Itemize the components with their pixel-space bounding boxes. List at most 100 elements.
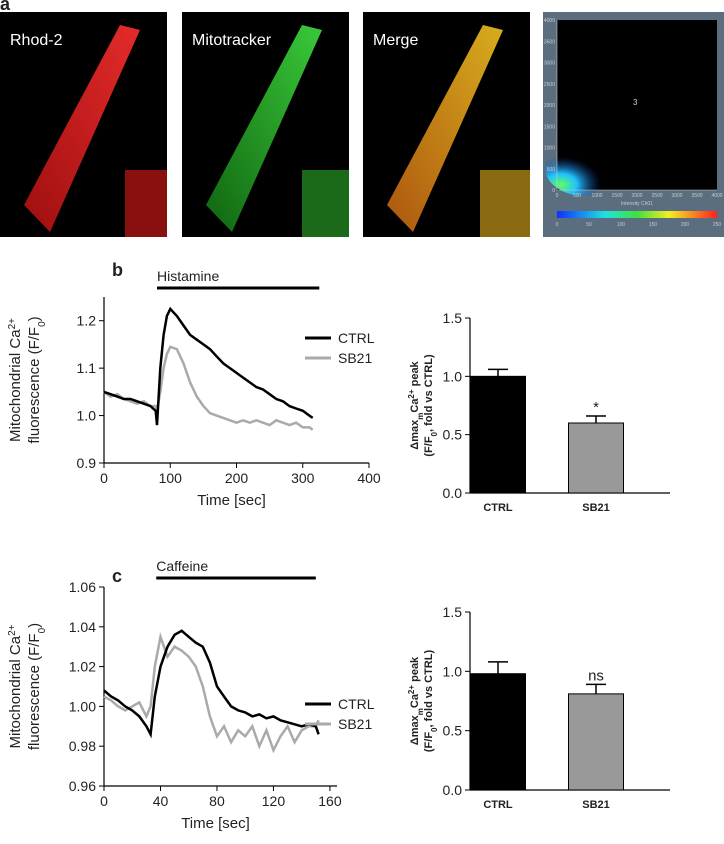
line-series — [103, 632, 320, 754]
annotation-label: Caffeine — [156, 558, 208, 574]
bar — [470, 673, 526, 791]
image-tick-label: 0 — [552, 188, 555, 194]
y-axis-label-part: 2+ — [7, 624, 18, 636]
image-tick-label: 500 — [573, 193, 582, 199]
image-tick-label: 4000 — [711, 193, 722, 199]
line-series — [103, 345, 314, 431]
y-axis-label-part: 2+ — [407, 685, 416, 694]
x-tick-label: 0 — [100, 793, 108, 809]
y-axis-label-part: Δmax — [409, 419, 421, 450]
x-tick-label: CTRL — [483, 502, 513, 514]
error-bar — [488, 661, 508, 674]
y-axis-label-part: m — [416, 413, 425, 420]
y-tick-label: 0.0 — [443, 782, 463, 798]
y-axis-label-part: Δmax — [409, 714, 421, 745]
error-bar — [586, 683, 606, 694]
image-label: Mitotracker — [192, 32, 272, 49]
image-axis-label: Intensity Ch01 — [621, 201, 653, 207]
y-axis-label: fluorescence (F/F0) — [26, 316, 48, 443]
image-tick-label: 3500 — [544, 39, 555, 45]
y-axis-label-part: Mitochondrial Ca — [7, 635, 24, 748]
y-tick-label: 1.0 — [443, 663, 463, 679]
y-tick-label: 0.0 — [443, 485, 463, 501]
y-axis-label-part: 0 — [37, 627, 48, 633]
y-tick-label: 1.06 — [69, 579, 96, 595]
colorbar-tick-label: 200 — [681, 222, 690, 228]
y-axis-label-part: ) — [26, 623, 43, 628]
y-axis-label-part: fluorescence (F/F — [26, 633, 43, 750]
panel-label: a — [0, 0, 11, 14]
y-tick-label: 0.5 — [443, 427, 463, 443]
image-tick-label: 1000 — [544, 146, 555, 152]
y-axis-label-part: , fold vs CTRL) — [423, 354, 435, 432]
y-axis-label-part: , fold vs CTRL) — [423, 650, 435, 728]
image-label: Rhod-2 — [10, 32, 63, 49]
colorbar-tick-label: 250 — [713, 222, 722, 228]
image-tick-label: 3000 — [544, 61, 555, 67]
image-tick-label: 0 — [556, 193, 559, 199]
legend-label: CTRL — [338, 696, 375, 712]
x-tick-label: 0 — [100, 470, 108, 486]
x-tick-label: 160 — [318, 793, 342, 809]
y-tick-label: 1.5 — [443, 604, 463, 620]
y-axis-label-part: Mitochondrial Ca — [7, 329, 24, 442]
y-axis-label-part: (F/F — [423, 732, 435, 752]
x-tick-label: 100 — [159, 470, 183, 486]
y-axis-label-part: Ca — [409, 693, 421, 708]
y-axis-label-part: peak — [409, 656, 421, 685]
y-axis-label-part: 0 — [37, 321, 48, 327]
y-tick-label: 0.96 — [69, 778, 96, 794]
y-axis-label: ΔmaxmCa2+ peak — [407, 656, 425, 745]
y-axis-label: Mitochondrial Ca2+ — [7, 318, 25, 442]
line-series — [103, 306, 314, 426]
x-tick-label: CTRL — [483, 799, 513, 811]
x-axis-label: Time [sec] — [197, 492, 266, 509]
x-tick-label: 80 — [209, 793, 225, 809]
image-tick-label: 4000 — [544, 18, 555, 24]
y-tick-label: 0.5 — [443, 723, 463, 739]
y-axis-label-part: 2+ — [407, 389, 416, 398]
y-axis-label-part: (F/F — [423, 436, 435, 456]
x-tick-label: SB21 — [582, 799, 610, 811]
y-axis-label: Mitochondrial Ca2+ — [7, 624, 25, 748]
panel-label: c — [112, 566, 122, 586]
y-axis-label: fluorescence (F/F0) — [26, 623, 48, 750]
image-label: Merge — [373, 32, 418, 49]
error-bar — [586, 415, 606, 423]
y-tick-label: 1.0 — [443, 368, 463, 384]
legend-label: SB21 — [338, 716, 372, 732]
x-tick-label: 200 — [225, 470, 249, 486]
legend-label: SB21 — [338, 350, 372, 366]
y-tick-label: 0.9 — [77, 455, 97, 471]
image-tick-label: 2000 — [631, 193, 642, 199]
colorbar-tick-label: 100 — [617, 222, 626, 228]
y-tick-label: 1.02 — [69, 659, 96, 675]
x-tick-label: 120 — [262, 793, 286, 809]
image-tick-label: 2000 — [544, 103, 555, 109]
image-tick-label: 3500 — [691, 193, 702, 199]
y-axis-label-part: 0 — [430, 727, 439, 732]
image-tick-label: 1500 — [611, 193, 622, 199]
y-tick-label: 1.1 — [77, 360, 97, 376]
image-tick-label: 500 — [547, 167, 556, 173]
y-tick-label: 1.5 — [443, 310, 463, 326]
quadrant-label: 3 — [633, 98, 638, 107]
x-tick-label: SB21 — [582, 502, 610, 514]
panel-label: b — [112, 260, 123, 280]
legend-label: CTRL — [338, 330, 375, 346]
y-axis-label-part: ) — [26, 316, 43, 321]
line-series — [103, 629, 320, 739]
bar — [568, 422, 624, 494]
y-axis-label-part: 0 — [430, 431, 439, 436]
image-tick-label: 1000 — [591, 193, 602, 199]
y-axis-label-part: fluorescence (F/F — [26, 327, 43, 444]
y-axis-label: (F/F0, fold vs CTRL) — [423, 354, 439, 457]
y-axis-label-part: m — [416, 708, 425, 715]
image-tick-label: 3000 — [671, 193, 682, 199]
y-tick-label: 0.98 — [69, 738, 96, 754]
y-tick-label: 1.0 — [77, 408, 97, 424]
bar — [568, 693, 624, 791]
x-axis-label: Time [sec] — [181, 815, 250, 832]
